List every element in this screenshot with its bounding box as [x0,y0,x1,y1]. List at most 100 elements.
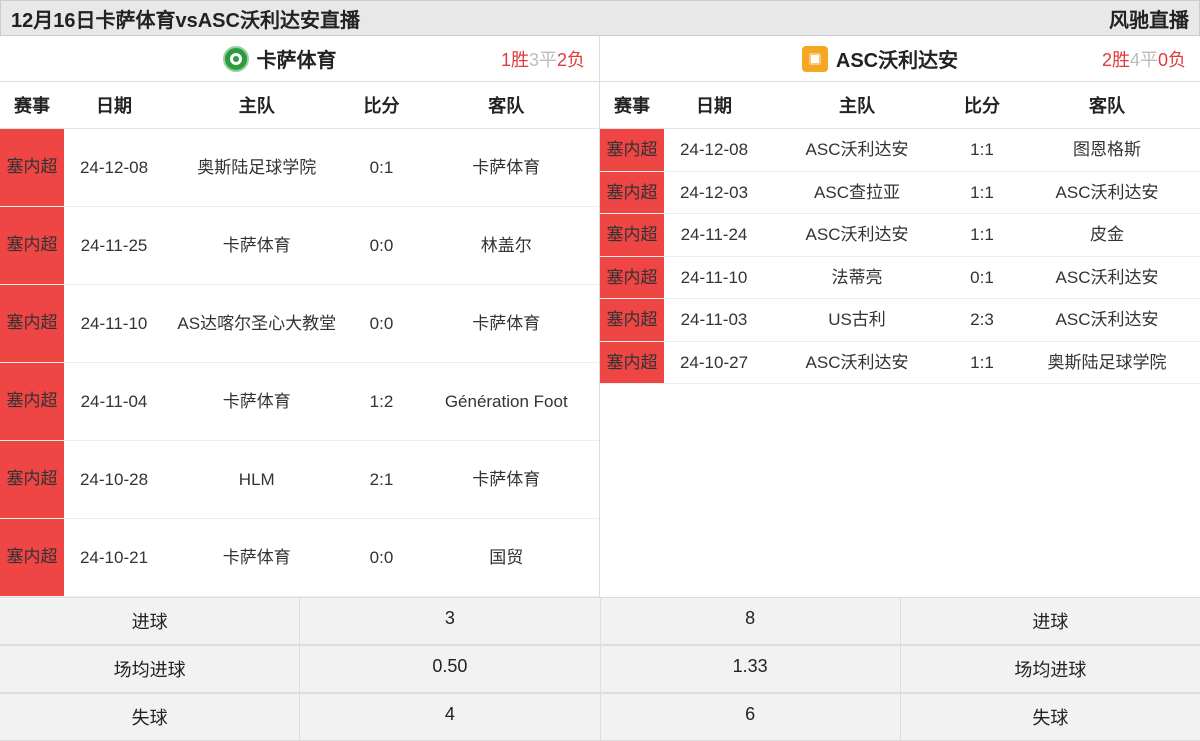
home-team-cell: 卡萨体育 [164,207,350,285]
date-cell: 24-11-03 [664,299,764,342]
table-row[interactable]: 塞内超24-11-10AS达喀尔圣心大教堂0:0卡萨体育 [0,285,599,363]
stats-row: 场均进球0.501.33场均进球 [0,645,1200,693]
home-team-cell: AS达喀尔圣心大教堂 [164,285,350,363]
date-cell: 24-10-27 [664,341,764,384]
right-panel: ASC沃利达安 2胜4平0负 赛事 日期 主队 比分 客队 塞内超24-12-0… [600,36,1200,597]
score-cell: 0:0 [350,285,414,363]
stats-label-right: 进球 [901,598,1200,645]
table-row[interactable]: 塞内超24-12-08奥斯陆足球学院0:1卡萨体育 [0,129,599,207]
panels-container: 卡萨体育 1胜3平2负 赛事 日期 主队 比分 客队 塞内超24-12-08奥斯… [0,36,1200,597]
col-league: 赛事 [600,82,664,129]
date-cell: 24-11-10 [664,256,764,299]
date-cell: 24-12-08 [64,129,164,207]
home-team-cell: 卡萨体育 [164,519,350,597]
col-away: 客队 [1014,82,1200,129]
stats-label-left: 失球 [0,694,300,741]
col-home: 主队 [164,82,350,129]
home-team-cell: ASC查拉亚 [764,171,950,214]
table-row[interactable]: 塞内超24-11-10法蒂亮0:1ASC沃利达安 [600,256,1200,299]
table-row[interactable]: 塞内超24-11-04卡萨体育1:2Génération Foot [0,363,599,441]
col-league: 赛事 [0,82,64,129]
table-row[interactable]: 塞内超24-10-21卡萨体育0:0国贸 [0,519,599,597]
away-team-cell: 奥斯陆足球学院 [1014,341,1200,384]
score-cell: 0:1 [350,129,414,207]
left-team-logo-icon [223,46,249,72]
left-panel: 卡萨体育 1胜3平2负 赛事 日期 主队 比分 客队 塞内超24-12-08奥斯… [0,36,600,597]
home-team-cell: ASC沃利达安 [764,129,950,172]
score-cell: 1:1 [950,171,1014,214]
league-badge: 塞内超 [0,129,64,207]
away-team-cell: 卡萨体育 [414,129,600,207]
away-team-cell: ASC沃利达安 [1014,256,1200,299]
score-cell: 0:1 [950,256,1014,299]
table-row[interactable]: 塞内超24-12-08ASC沃利达安1:1图恩格斯 [600,129,1200,172]
home-team-cell: US古利 [764,299,950,342]
stats-container: 进球38进球场均进球0.501.33场均进球失球46失球 [0,597,1200,741]
table-header-row: 赛事 日期 主队 比分 客队 [600,82,1200,129]
league-badge: 塞内超 [600,256,664,299]
table-row[interactable]: 塞内超24-12-03ASC查拉亚1:1ASC沃利达安 [600,171,1200,214]
away-team-cell: 林盖尔 [414,207,600,285]
right-team-header: ASC沃利达安 2胜4平0负 [600,36,1200,82]
table-row[interactable]: 塞内超24-11-03US古利2:3ASC沃利达安 [600,299,1200,342]
stats-val-right: 6 [601,694,901,741]
stats-label-left: 场均进球 [0,646,300,693]
right-team-name: ASC沃利达安 [836,44,958,73]
date-cell: 24-12-03 [664,171,764,214]
col-score: 比分 [350,82,414,129]
stats-row: 进球38进球 [0,597,1200,645]
date-cell: 24-10-21 [64,519,164,597]
brand-label: 风驰直播 [1109,4,1189,33]
home-team-cell: HLM [164,441,350,519]
date-cell: 24-11-04 [64,363,164,441]
away-team-cell: 皮金 [1014,214,1200,257]
league-badge: 塞内超 [600,341,664,384]
right-team-logo-icon [802,46,828,72]
score-cell: 0:0 [350,519,414,597]
col-date: 日期 [64,82,164,129]
topbar: 12月16日卡萨体育vsASC沃利达安直播 风驰直播 [0,0,1200,36]
score-cell: 2:3 [950,299,1014,342]
col-score: 比分 [950,82,1014,129]
date-cell: 24-11-25 [64,207,164,285]
home-team-cell: 法蒂亮 [764,256,950,299]
left-team-header: 卡萨体育 1胜3平2负 [0,36,599,82]
score-cell: 1:2 [350,363,414,441]
away-team-cell: 国贸 [414,519,600,597]
away-team-cell: ASC沃利达安 [1014,299,1200,342]
table-row[interactable]: 塞内超24-10-27ASC沃利达安1:1奥斯陆足球学院 [600,341,1200,384]
table-header-row: 赛事 日期 主队 比分 客队 [0,82,599,129]
date-cell: 24-12-08 [664,129,764,172]
home-team-cell: 卡萨体育 [164,363,350,441]
score-cell: 2:1 [350,441,414,519]
col-away: 客队 [414,82,600,129]
league-badge: 塞内超 [0,519,64,597]
right-matches-table: 赛事 日期 主队 比分 客队 塞内超24-12-08ASC沃利达安1:1图恩格斯… [600,82,1200,384]
left-matches-table: 赛事 日期 主队 比分 客队 塞内超24-12-08奥斯陆足球学院0:1卡萨体育… [0,82,599,597]
stats-row: 失球46失球 [0,693,1200,741]
stats-val-left: 3 [300,598,600,645]
col-date: 日期 [664,82,764,129]
away-team-cell: 图恩格斯 [1014,129,1200,172]
away-team-cell: ASC沃利达安 [1014,171,1200,214]
table-row[interactable]: 塞内超24-10-28HLM2:1卡萨体育 [0,441,599,519]
right-team-record: 2胜4平0负 [1066,46,1186,72]
stats-val-left: 0.50 [300,646,600,693]
league-badge: 塞内超 [600,171,664,214]
stats-label-right: 失球 [901,694,1200,741]
date-cell: 24-11-10 [64,285,164,363]
date-cell: 24-11-24 [664,214,764,257]
league-badge: 塞内超 [0,207,64,285]
league-badge: 塞内超 [600,129,664,172]
league-badge: 塞内超 [0,441,64,519]
col-home: 主队 [764,82,950,129]
table-row[interactable]: 塞内超24-11-25卡萨体育0:0林盖尔 [0,207,599,285]
table-row[interactable]: 塞内超24-11-24ASC沃利达安1:1皮金 [600,214,1200,257]
home-team-cell: 奥斯陆足球学院 [164,129,350,207]
league-badge: 塞内超 [0,363,64,441]
score-cell: 0:0 [350,207,414,285]
league-badge: 塞内超 [600,299,664,342]
home-team-cell: ASC沃利达安 [764,214,950,257]
left-team-name: 卡萨体育 [257,44,337,73]
away-team-cell: 卡萨体育 [414,285,600,363]
